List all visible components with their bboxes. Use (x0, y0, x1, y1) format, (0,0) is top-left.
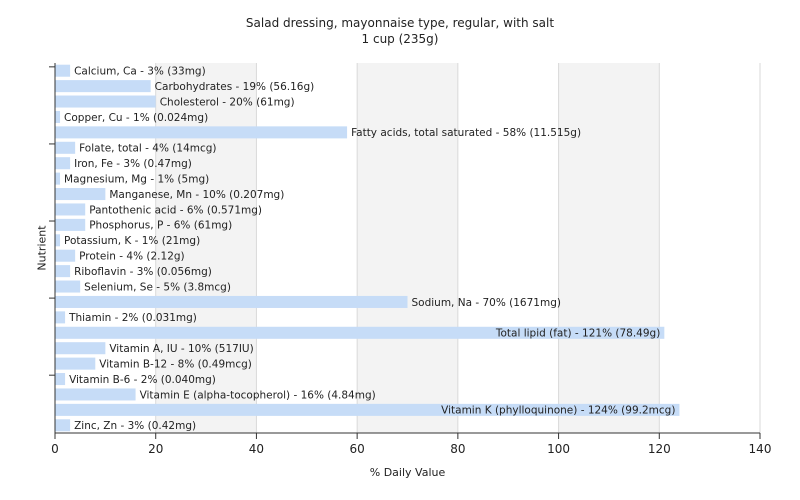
bar-label: Magnesium, Mg - 1% (5mg) (64, 173, 209, 185)
chart-title: Salad dressing, mayonnaise type, regular… (245, 16, 555, 30)
bar-label: Zinc, Zn - 3% (0.42mg) (74, 420, 196, 432)
bar-label: Vitamin A, IU - 10% (517IU) (109, 343, 253, 355)
bar-label: Folate, total - 4% (14mcg) (79, 143, 216, 155)
bar (55, 126, 348, 139)
background-band (256, 63, 358, 433)
bar (55, 403, 680, 416)
bar-label: Manganese, Mn - 10% (0.207mg) (109, 189, 284, 201)
background-band (155, 63, 257, 433)
bar-label: Copper, Cu - 1% (0.024mg) (64, 112, 208, 124)
bar (55, 357, 96, 370)
bar-label: Thiamin - 2% (0.031mg) (68, 312, 197, 324)
bar (55, 234, 61, 247)
x-tick-label: 60 (350, 442, 365, 456)
x-tick-label: 80 (450, 442, 465, 456)
x-tick-label: 100 (547, 442, 570, 456)
bar (55, 188, 106, 201)
bar (55, 265, 71, 278)
bar-label: Pantothenic acid - 6% (0.571mg) (89, 204, 262, 216)
bar-label: Protein - 4% (2.12g) (79, 251, 185, 263)
bar-label: Vitamin B-6 - 2% (0.040mg) (69, 374, 216, 386)
chart-subtitle: 1 cup (235g) (361, 32, 439, 46)
background-band (357, 63, 458, 433)
x-tick-label: 140 (749, 442, 772, 456)
bar-label: Total lipid (fat) - 121% (78.49g) (495, 328, 660, 340)
bar (55, 280, 81, 293)
y-axis-label: Nutrient (35, 225, 49, 271)
bar (55, 203, 86, 216)
bar-label: Selenium, Se - 5% (3.8mcg) (84, 281, 231, 293)
bar-label: Cholesterol - 20% (61mg) (160, 96, 295, 108)
background-band (558, 63, 660, 433)
background-band (659, 63, 760, 433)
bar-label: Riboflavin - 3% (0.056mg) (74, 266, 212, 278)
bar-label: Iron, Fe - 3% (0.47mg) (74, 158, 192, 170)
bar (55, 326, 665, 339)
x-tick-label: 40 (249, 442, 264, 456)
bar (55, 110, 61, 123)
background-band (457, 63, 559, 433)
bar (55, 249, 76, 262)
x-tick-label: 0 (51, 442, 59, 456)
bar (55, 342, 106, 355)
bar (55, 172, 61, 185)
bar (55, 141, 76, 154)
bar-label: Fatty acids, total saturated - 58% (11.5… (351, 127, 581, 139)
bar (55, 419, 71, 432)
bar-label: Calcium, Ca - 3% (33mg) (74, 66, 206, 78)
background-band (55, 63, 156, 433)
bar (55, 388, 136, 401)
bar (55, 311, 66, 324)
bar-label: Vitamin B-12 - 8% (0.49mcg) (99, 358, 252, 370)
bar-label: Vitamin K (phylloquinone) - 124% (99.2mc… (441, 405, 675, 417)
bar (55, 64, 71, 77)
bar-label: Carbohydrates - 19% (56.16g) (155, 81, 315, 93)
bar-label: Phosphorus, P - 6% (61mg) (89, 220, 232, 232)
x-axis-label: % Daily Value (369, 466, 446, 479)
bar (55, 295, 408, 308)
bar-label: Sodium, Na - 70% (1671mg) (412, 297, 561, 309)
bar (55, 373, 66, 386)
x-tick-label: 20 (148, 442, 163, 456)
x-tick-label: 120 (648, 442, 671, 456)
bar (55, 218, 86, 231)
bar-label: Potassium, K - 1% (21mg) (64, 235, 200, 247)
bar (55, 95, 156, 108)
bar-label: Vitamin E (alpha-tocopherol) - 16% (4.84… (140, 389, 376, 401)
bar (55, 157, 71, 170)
bar (55, 80, 151, 93)
